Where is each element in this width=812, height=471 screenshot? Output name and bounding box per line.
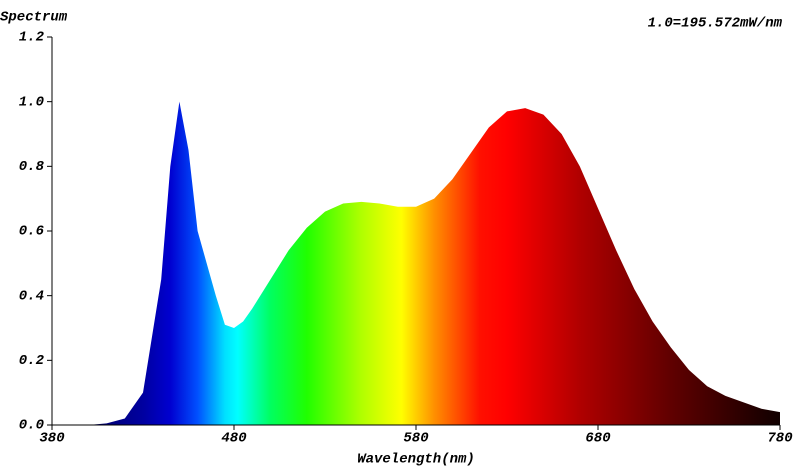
chart-title: Spectrum — [0, 10, 68, 26]
x-tick-label: 480 — [221, 431, 246, 447]
x-tick-label: 780 — [767, 431, 792, 447]
spectrum-area — [52, 101, 780, 426]
x-tick-label: 380 — [39, 431, 64, 447]
x-tick-label: 580 — [403, 431, 428, 447]
x-axis-label: Wavelength(nm) — [357, 452, 475, 468]
y-tick-label: 1.2 — [19, 30, 45, 46]
annotation: 1.0=195.572mW/nm — [648, 16, 783, 32]
y-tick-label: 0.2 — [19, 353, 45, 369]
y-tick-label: 0.4 — [19, 288, 44, 304]
y-tick-label: 1.0 — [19, 94, 44, 110]
x-tick-label: 680 — [585, 431, 610, 447]
y-tick-label: 0.0 — [19, 418, 44, 434]
y-tick-label: 0.6 — [19, 224, 45, 240]
y-tick-label: 0.8 — [19, 159, 45, 175]
